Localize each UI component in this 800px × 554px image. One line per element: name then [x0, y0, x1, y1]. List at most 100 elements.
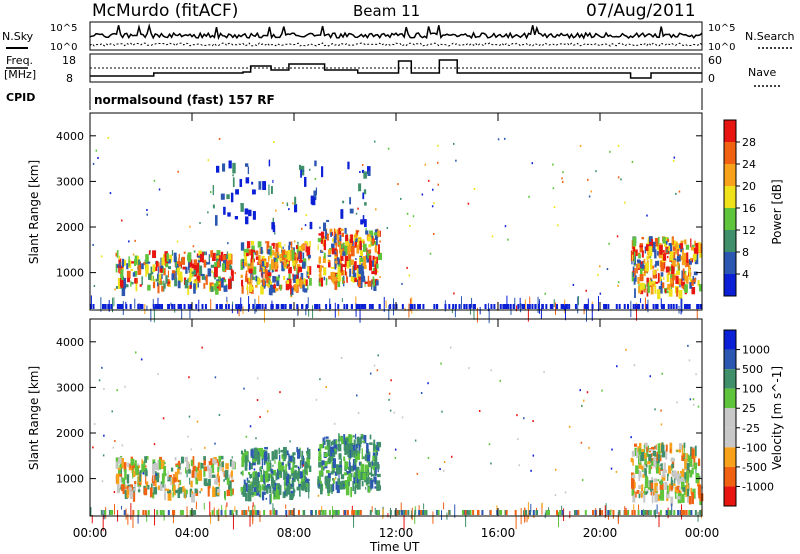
- echo-cell: [331, 243, 335, 249]
- echo-cell: [301, 261, 306, 269]
- echo-point: [632, 270, 635, 273]
- velocity-colorbar-swatch: [724, 349, 736, 370]
- echo-cell: [261, 261, 265, 267]
- echo-cell: [268, 274, 272, 278]
- echo-point: [562, 171, 564, 174]
- echo-spike: [516, 305, 518, 312]
- echo-cell: [638, 485, 642, 489]
- echo-cell: [239, 178, 243, 187]
- echo-spike: [411, 507, 413, 521]
- echo-cell: [231, 479, 234, 483]
- echo-cell: [130, 268, 134, 271]
- echo-cell: [298, 468, 300, 476]
- echo-cell: [228, 474, 231, 479]
- echo-point: [256, 377, 259, 380]
- echo-cell: [352, 277, 355, 283]
- echo-point: [394, 448, 397, 451]
- echo-point: [406, 266, 408, 269]
- ground-scatter: [204, 304, 207, 309]
- ground-scatter: [444, 304, 447, 309]
- echo-spike: [263, 306, 265, 323]
- echo-cell: [336, 444, 340, 447]
- echo-cell: [679, 243, 684, 249]
- echo-cell: [646, 446, 648, 453]
- echo-cell: [270, 250, 275, 256]
- echo-cell: [644, 477, 649, 489]
- echo-cell: [640, 452, 645, 462]
- echo-spike: [125, 508, 127, 520]
- echo-cell: [332, 452, 334, 459]
- echo-cell: [344, 227, 347, 234]
- echo-cell: [242, 259, 245, 269]
- ground-scatter: [584, 510, 587, 515]
- echo-cell: [138, 486, 140, 491]
- ground-scatter: [697, 304, 700, 309]
- echo-cell: [373, 281, 377, 291]
- echo-cell: [231, 476, 234, 480]
- velocity-colorbar-swatch: [724, 388, 736, 409]
- ground-scatter: [137, 304, 140, 309]
- echo-point: [420, 391, 423, 394]
- echo-spike: [473, 305, 475, 320]
- echo-cell: [339, 435, 343, 440]
- echo-cell: [634, 447, 638, 457]
- echo-cell: [225, 254, 230, 260]
- echo-cell: [698, 458, 701, 466]
- echo-cell: [317, 244, 319, 251]
- echo-point: [625, 348, 627, 351]
- echo-spike: [359, 308, 361, 323]
- echo-cell: [337, 266, 341, 276]
- echo-point: [177, 170, 179, 173]
- echo-cell: [324, 436, 326, 445]
- echo-cell: [377, 485, 381, 491]
- echo-cell: [335, 273, 339, 278]
- ground-scatter: [652, 304, 655, 309]
- echo-point: [142, 472, 145, 475]
- echo-cell: [147, 261, 151, 264]
- ground-scatter: [275, 510, 278, 515]
- echo-cell: [159, 266, 163, 273]
- echo-cell: [670, 477, 673, 486]
- echo-cell: [183, 489, 188, 495]
- echo-cell: [191, 490, 194, 494]
- echo-point: [387, 147, 390, 150]
- echo-cell: [157, 266, 159, 274]
- echo-spike: [423, 503, 425, 510]
- echo-cell: [275, 258, 278, 263]
- echo-spike: [488, 308, 490, 324]
- echo-point: [453, 142, 455, 145]
- echo-cell: [331, 486, 333, 494]
- echo-cell: [637, 263, 640, 269]
- velocity-colorbar-tick-label: -1000: [742, 480, 774, 493]
- echo-spike: [146, 305, 148, 311]
- echo-point: [580, 441, 583, 444]
- power-colorbar-swatch: [724, 164, 736, 186]
- velocity-colorbar-tick-label: 25: [742, 402, 756, 415]
- ground-scatter: [109, 510, 112, 515]
- echo-cell: [359, 258, 364, 263]
- echo-cell: [670, 273, 674, 280]
- echo-cell: [320, 240, 323, 244]
- echo-point: [424, 163, 427, 166]
- ground-scatter: [425, 510, 428, 515]
- ground-scatter: [375, 510, 378, 515]
- echo-point: [292, 202, 294, 205]
- echo-cell: [673, 264, 677, 267]
- echo-cell: [689, 260, 693, 265]
- ground-scatter: [235, 304, 238, 309]
- ground-scatter: [371, 304, 374, 309]
- echo-cell: [206, 262, 211, 265]
- echo-cell: [348, 456, 351, 464]
- ground-scatter: [364, 304, 367, 309]
- ground-scatter: [514, 510, 517, 515]
- ground-scatter: [318, 304, 321, 309]
- echo-cell: [148, 250, 151, 255]
- y-tick-label: 2000: [56, 427, 84, 440]
- echo-cell: [336, 229, 340, 240]
- power-colorbar-tick-label: 12: [742, 224, 756, 237]
- echo-cell: [306, 480, 308, 487]
- echo-cell: [693, 462, 698, 470]
- echo-cell: [155, 471, 157, 482]
- ground-scatter: [141, 304, 144, 309]
- echo-cell: [197, 259, 201, 263]
